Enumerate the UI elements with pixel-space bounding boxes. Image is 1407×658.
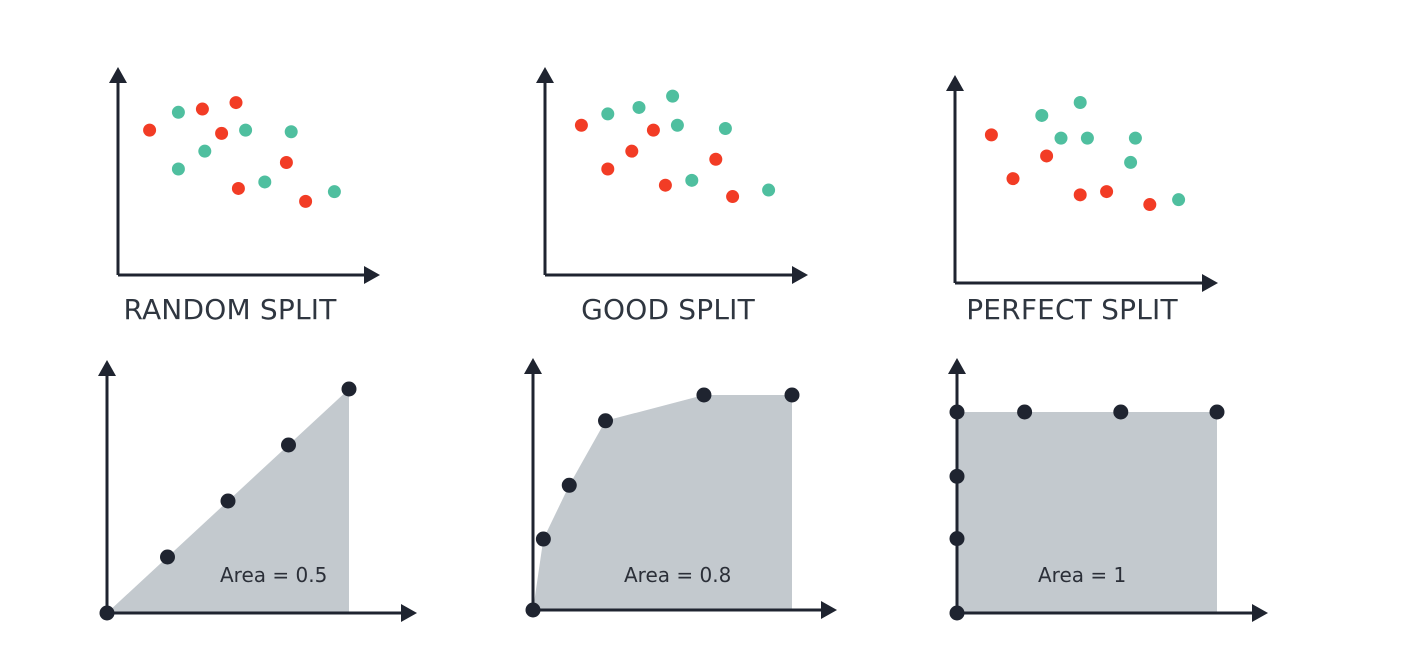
good-red-point (601, 162, 615, 176)
good-green-point (762, 183, 776, 197)
perfect-green-point (1035, 108, 1049, 122)
perfect-roc-point (949, 468, 965, 484)
random-area-annotation: Area = 0.5 (220, 563, 328, 587)
good-green-point (670, 118, 684, 132)
perfect-green-point (1054, 131, 1068, 145)
random-split-title: RANDOM SPLIT (123, 293, 337, 326)
good-green-point (601, 107, 615, 121)
perfect-green-point (1124, 155, 1138, 169)
random-red-point (143, 123, 157, 137)
random-green-point (198, 144, 212, 158)
good-split-title: GOOD SPLIT (581, 293, 755, 326)
random-red-point (215, 126, 229, 140)
perfect-green-point (1080, 131, 1094, 145)
random-green-point (258, 175, 272, 189)
random-roc-point (341, 381, 357, 397)
perfect-scatter-x-axis-arrow (1202, 274, 1218, 292)
good-red-point (658, 178, 672, 192)
perfect-red-point (1006, 172, 1020, 186)
perfect-green-point (1128, 131, 1142, 145)
random-roc-y-axis-arrow (98, 360, 116, 376)
random-red-point (299, 194, 313, 208)
perfect-roc-point (949, 531, 965, 547)
good-roc-x-axis-arrow (821, 601, 837, 619)
perfect-roc-point (1209, 404, 1225, 420)
perfect-area-annotation: Area = 1 (1038, 563, 1127, 587)
perfect-scatter-y-axis-arrow (946, 75, 964, 91)
perfect-roc-x-axis-arrow (1252, 604, 1268, 622)
perfect-red-point (1100, 185, 1114, 199)
good-roc-point (535, 531, 551, 547)
good-roc-point (598, 413, 614, 429)
good-green-point (632, 100, 646, 114)
good-roc-y-axis-arrow (524, 358, 542, 374)
good-green-point (718, 122, 732, 135)
perfect-red-point (1040, 149, 1054, 163)
random-green-point (239, 123, 253, 137)
good-roc-point (784, 387, 800, 403)
good-green-point (666, 89, 680, 103)
perfect-split-title: PERFECT SPLIT (966, 293, 1178, 326)
good-roc-area (533, 395, 792, 610)
good-red-point (709, 152, 723, 166)
random-roc-point (220, 493, 236, 509)
perfect-roc-point (1113, 404, 1129, 420)
good-roc-point (561, 477, 577, 493)
perfect-roc-y-axis-arrow (948, 358, 966, 374)
random-scatter-y-axis-arrow (109, 67, 127, 83)
perfect-roc-point (949, 404, 965, 420)
perfect-roc-point (1017, 404, 1033, 420)
good-red-point (646, 123, 660, 137)
random-green-point (171, 105, 185, 119)
random-green-point (284, 125, 298, 139)
good-red-point (726, 190, 740, 204)
perfect-red-point (1073, 188, 1087, 202)
random-red-point (195, 102, 209, 116)
random-scatter-x-axis-arrow (364, 266, 380, 284)
good-area-annotation: Area = 0.8 (624, 563, 732, 587)
good-roc-point (525, 602, 541, 618)
perfect-green-point (1172, 193, 1186, 207)
good-scatter-y-axis-arrow (536, 67, 554, 83)
perfect-red-point (984, 128, 998, 142)
random-red-point (231, 181, 245, 195)
perfect-roc-point (949, 605, 965, 621)
random-green-point (327, 185, 341, 199)
good-red-point (625, 144, 639, 158)
good-scatter-x-axis-arrow (792, 266, 808, 284)
perfect-red-point (1143, 198, 1157, 212)
random-roc-point (160, 549, 175, 565)
random-red-point (229, 96, 243, 110)
good-green-point (685, 173, 699, 187)
random-roc-point (99, 605, 115, 621)
random-roc-x-axis-arrow (401, 604, 417, 622)
perfect-green-point (1073, 95, 1087, 109)
good-roc-point (696, 387, 712, 403)
perfect-roc-area (957, 412, 1217, 613)
random-roc-point (281, 437, 296, 453)
random-green-point (171, 162, 185, 176)
random-red-point (279, 156, 293, 170)
good-red-point (574, 118, 588, 132)
